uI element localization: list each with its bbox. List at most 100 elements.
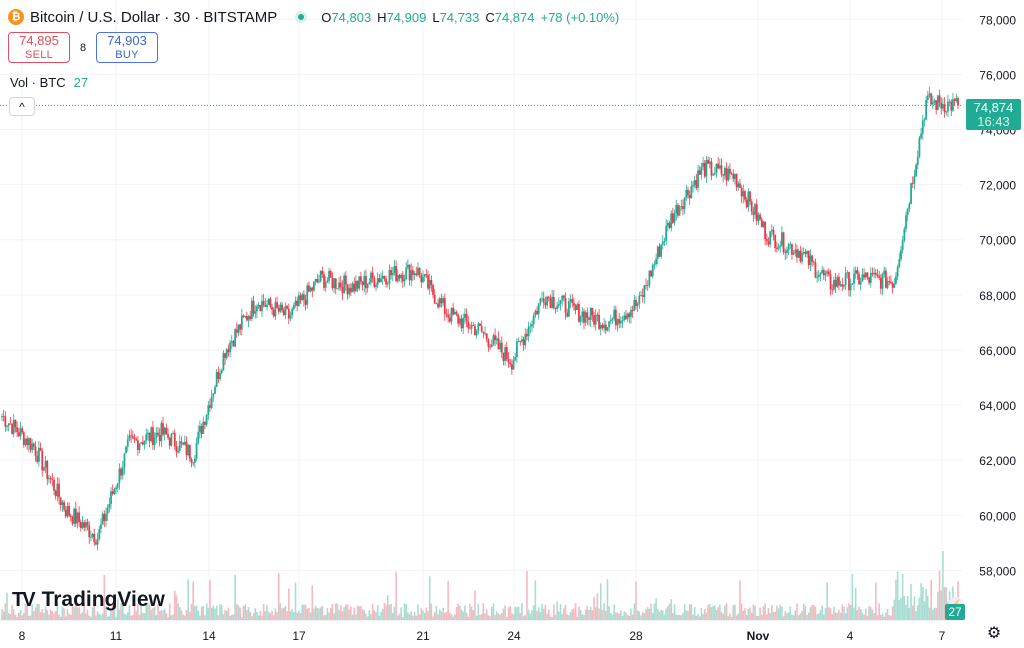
candle-body — [920, 133, 923, 138]
buy-button[interactable]: 74,903 BUY — [96, 32, 158, 63]
volume-bar — [742, 610, 745, 620]
volume-bar — [53, 613, 55, 620]
volume-bar — [68, 613, 70, 620]
candle-body — [37, 447, 40, 462]
candle-body — [333, 278, 335, 289]
volume-bar — [215, 605, 218, 620]
candle-body — [440, 298, 443, 304]
volume-bar — [96, 611, 99, 620]
candle-body — [39, 447, 42, 451]
tradingview-logo[interactable]: TV TradingView — [12, 588, 165, 612]
volume-bar — [355, 614, 357, 620]
candle-body — [827, 271, 830, 275]
volume-bar — [833, 606, 835, 620]
candle-body — [755, 204, 758, 221]
volume-bar — [571, 609, 574, 620]
candle-body — [864, 272, 867, 278]
candle-body — [209, 405, 211, 408]
candle-body — [918, 137, 921, 157]
candle-body — [287, 308, 290, 319]
volume-bar — [23, 613, 25, 620]
volume-bar — [241, 616, 243, 620]
volume-bar — [425, 607, 428, 620]
candle-body — [593, 315, 595, 325]
candle-body — [895, 276, 897, 284]
volume-bar — [450, 614, 453, 620]
candle-body — [225, 349, 228, 358]
candle-body — [804, 252, 807, 254]
volume-bar — [49, 609, 52, 620]
candle-body — [531, 324, 533, 327]
sell-price: 74,895 — [19, 32, 59, 48]
sell-button[interactable]: 74,895 SELL — [8, 32, 70, 63]
candle-body — [366, 284, 369, 289]
volume-bar — [846, 607, 849, 620]
candle-body — [690, 186, 693, 199]
candle-body — [673, 213, 676, 223]
candle-body — [401, 274, 404, 282]
collapse-legend-button[interactable]: ^ — [9, 97, 35, 116]
candle-body — [269, 298, 272, 307]
candle-body — [638, 295, 641, 304]
candle-body — [349, 287, 352, 293]
volume-bar — [345, 604, 347, 620]
volume-bar — [472, 609, 475, 620]
candle-body — [64, 509, 67, 517]
candle-body — [628, 313, 631, 317]
volume-bar — [214, 608, 216, 620]
volume-bar — [121, 605, 124, 620]
candle-body — [324, 282, 327, 288]
volume-bar — [308, 607, 310, 620]
volume-bar — [449, 612, 451, 620]
volume-bar — [227, 607, 230, 620]
candle-body — [727, 168, 730, 181]
candle-body — [767, 241, 770, 245]
volume-bar — [185, 610, 188, 620]
candle-body — [375, 284, 377, 288]
candle-body — [274, 302, 277, 317]
candle-body — [63, 502, 65, 510]
volume-bar — [28, 615, 30, 620]
settings-gear-icon[interactable]: ⚙ — [986, 625, 1002, 642]
market-status-icon[interactable] — [295, 11, 308, 23]
volume-bar — [536, 610, 538, 620]
volume-legend[interactable]: Vol · BTC 27 — [10, 75, 88, 90]
candle-body — [487, 339, 490, 347]
volume-bar — [700, 607, 703, 620]
candle-body — [427, 275, 429, 289]
candle-body — [385, 278, 387, 285]
volume-bar — [447, 580, 449, 620]
candle-body — [445, 313, 448, 315]
volume-bar — [658, 611, 661, 620]
candle-body — [730, 173, 733, 175]
candle-body — [866, 272, 869, 278]
volume-bar — [581, 614, 584, 620]
volume-bar — [777, 608, 780, 620]
candle-body — [195, 442, 198, 459]
candle-body — [150, 427, 153, 442]
price-tick-label: 62,000 — [979, 454, 1016, 468]
volume-bar — [848, 603, 850, 620]
candle-body — [205, 414, 208, 425]
volume-bar — [935, 608, 937, 620]
volume-bar — [256, 611, 258, 620]
candle-body — [648, 270, 651, 286]
candle-body — [346, 284, 349, 295]
volume-bar — [715, 609, 718, 620]
candle-body — [234, 329, 237, 347]
symbol-title[interactable]: Bitcoin / U.S. Dollar · 30 · BITSTAMP — [30, 8, 278, 26]
volume-bar — [615, 612, 617, 620]
time-tick-label: 17 — [292, 629, 306, 643]
volume-bar — [480, 613, 483, 620]
volume-bar — [415, 615, 418, 620]
volume-bar — [329, 608, 332, 620]
volume-bar — [883, 616, 886, 620]
volume-bar — [663, 614, 666, 620]
candle-body — [552, 296, 555, 308]
volume-bar — [93, 603, 96, 620]
candle-body — [698, 170, 701, 175]
candle-body — [789, 244, 792, 246]
volume-bar — [334, 603, 337, 620]
